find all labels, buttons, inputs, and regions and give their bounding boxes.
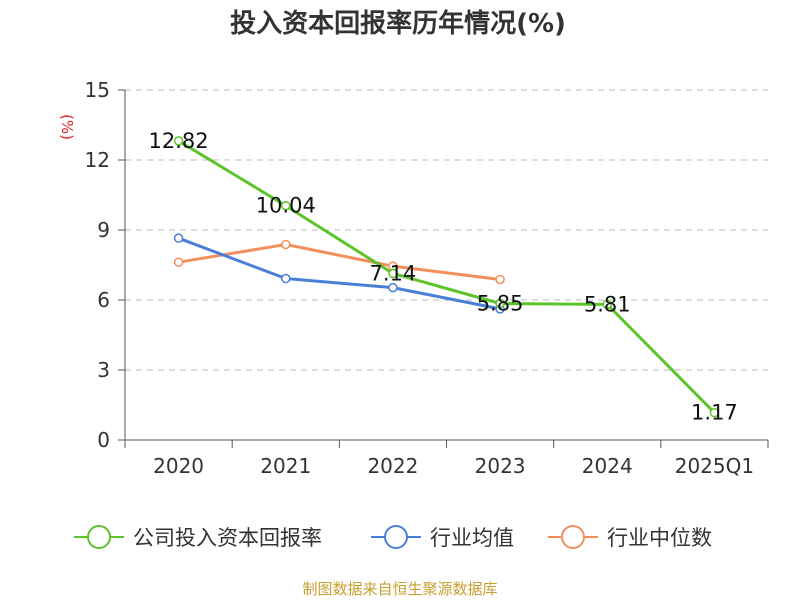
- legend-marker: [87, 525, 111, 549]
- legend-label: 行业中位数: [607, 526, 712, 550]
- data-point: [173, 136, 184, 146]
- grid: [125, 89, 768, 371]
- source-note: 制图数据来自恒生聚源数据库: [302, 580, 497, 598]
- axes: 0 3 6 9 12 15 2020 2021 2022 2023 2024 2025Q1: [85, 78, 769, 478]
- x-tick-label: 2020: [153, 454, 204, 478]
- legend-marker: [561, 525, 585, 549]
- y-tick-label: 12: [85, 148, 110, 172]
- legend-item-0: 公司投入资本回报率: [74, 525, 322, 550]
- y-tick-label: 15: [85, 78, 110, 102]
- data-point: [173, 233, 184, 243]
- series-0: [173, 136, 720, 418]
- series-lines: [173, 136, 720, 418]
- y-tick-label: 6: [97, 288, 110, 312]
- y-axis-unit: (%): [58, 114, 76, 140]
- legend-item-1: 行业均值: [371, 525, 514, 550]
- series-line: [178, 242, 501, 281]
- legend-marker: [384, 525, 408, 549]
- chart-title: 投入资本回报率历年情况(%): [230, 8, 566, 39]
- y-tick-label: 3: [97, 358, 110, 382]
- x-tick-label: 2023: [475, 454, 526, 478]
- series-2: [173, 239, 505, 285]
- data-point: [388, 268, 398, 279]
- x-tick-label: 2022: [367, 454, 418, 478]
- data-point: [388, 282, 398, 293]
- y-tick-label: 9: [97, 218, 110, 242]
- x-tick-label: 2021: [260, 454, 311, 478]
- x-tick-label: 2025Q1: [675, 454, 754, 478]
- data-point: [281, 273, 291, 284]
- data-label: 5.81: [584, 292, 631, 316]
- data-point: [281, 239, 291, 250]
- data-point: [281, 200, 291, 211]
- x-tick-label: 2024: [582, 454, 633, 478]
- data-point: [709, 407, 720, 418]
- y-tick-label: 0: [97, 428, 110, 452]
- data-label: 5.85: [477, 292, 524, 316]
- data-point: [173, 257, 184, 267]
- legend: 公司投入资本回报率 行业均值 行业中位数: [74, 525, 712, 550]
- data-label: 12.82: [149, 129, 209, 153]
- data-label: 10.04: [256, 194, 316, 218]
- data-point: [495, 274, 505, 285]
- series-line: [177, 139, 716, 414]
- data-label: 1.17: [691, 401, 738, 425]
- legend-item-2: 行业中位数: [548, 525, 712, 550]
- legend-label: 行业均值: [430, 526, 514, 550]
- data-point: [602, 299, 612, 310]
- data-label: 7.14: [370, 261, 417, 285]
- legend-label: 公司投入资本回报率: [133, 526, 322, 550]
- series-line: [178, 236, 501, 311]
- data-labels: 12.82 10.04 7.14 5.85 5.81 1.17: [149, 129, 738, 425]
- data-point: [495, 298, 505, 309]
